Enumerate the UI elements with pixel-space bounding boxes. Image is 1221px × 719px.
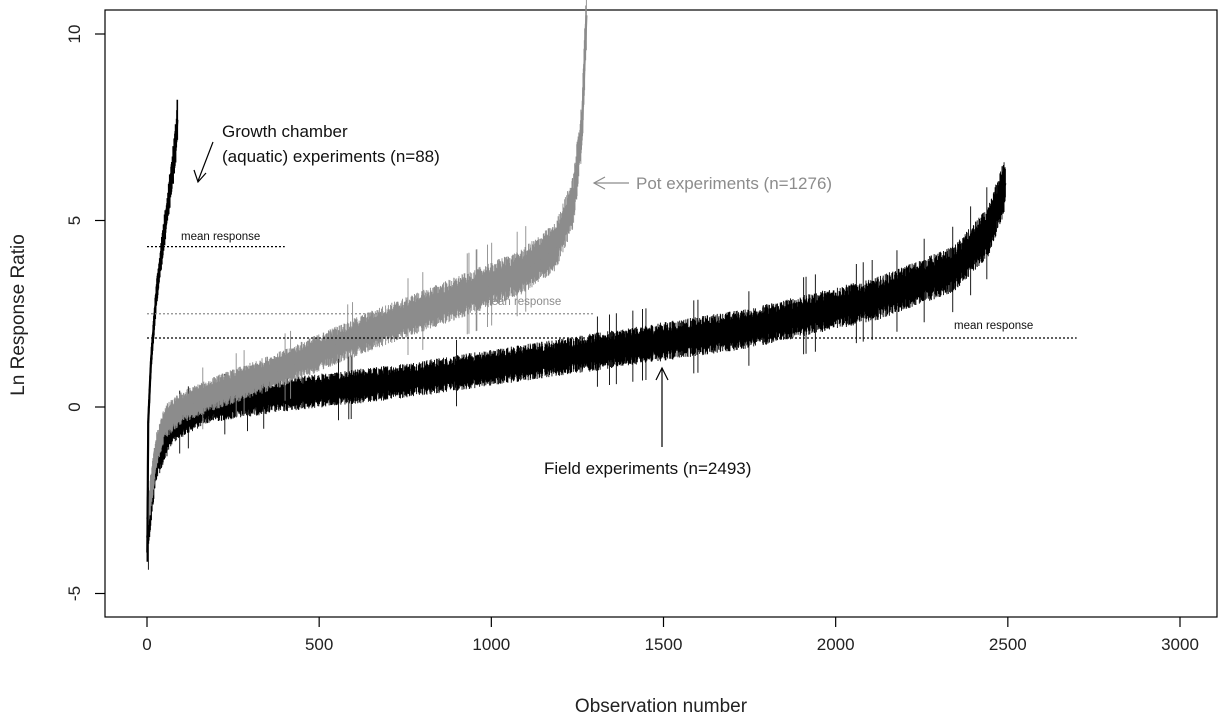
mean-label-pot: mean response <box>482 296 561 308</box>
series-pot <box>146 0 588 534</box>
y-tick-label: 5 <box>65 216 84 225</box>
arrowhead-field <box>655 366 669 381</box>
series-center-line <box>146 15 588 520</box>
series-center-line <box>146 119 179 553</box>
x-tick-label: 1500 <box>645 635 683 654</box>
x-tick-label: 2500 <box>989 635 1027 654</box>
x-tick-label: 1000 <box>472 635 510 654</box>
x-tick-label: 0 <box>142 635 151 654</box>
y-axis: -5 0 5 10 <box>65 25 105 601</box>
annotation-pot: Pot experiments (n=1276) <box>636 174 832 193</box>
annotation-growth-line2: (aquatic) experiments (n=88) <box>222 147 440 166</box>
series-bars <box>146 0 587 534</box>
x-axis-label: Observation number <box>575 696 748 717</box>
series-growth <box>146 99 179 562</box>
mean-label-growth: mean response <box>181 231 260 243</box>
annotation-growth-line1: Growth chamber <box>222 122 348 141</box>
series-layer <box>146 0 1007 570</box>
y-tick-label: -5 <box>65 586 84 601</box>
x-tick-label: 2000 <box>817 635 855 654</box>
x-tick-label: 500 <box>305 635 333 654</box>
mean-label-field: mean response <box>954 320 1033 332</box>
mean-lines <box>147 245 1077 339</box>
x-axis: 0 500 1000 1500 2000 2500 3000 <box>142 617 1199 654</box>
annotation-field: Field experiments (n=2493) <box>544 459 751 478</box>
y-tick-label: 0 <box>65 402 84 411</box>
y-axis-label: Ln Response Ratio <box>8 234 29 396</box>
plot-frame <box>104 9 1218 618</box>
arrowhead-growth <box>193 169 207 184</box>
arrow-growth <box>197 141 214 182</box>
arrowhead-pot <box>592 176 606 190</box>
y-tick-label: 10 <box>65 25 84 44</box>
x-tick-label: 3000 <box>1161 635 1199 654</box>
